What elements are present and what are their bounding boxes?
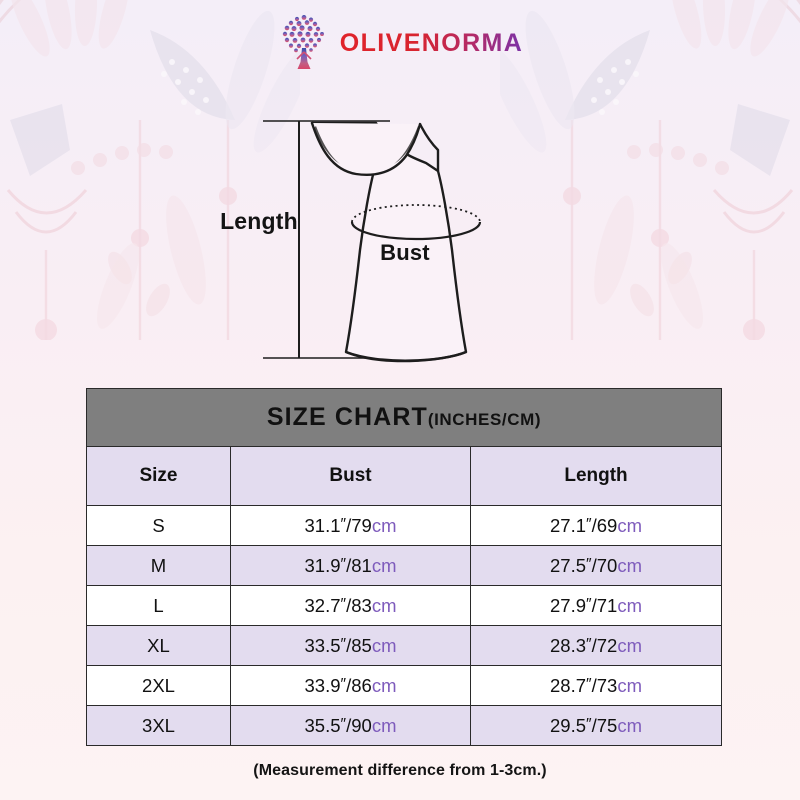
- size-chart-table: SIZE CHART(INCHES/CM) Size Bust Length S…: [85, 388, 723, 746]
- table-body: S 31.1″/79cm 27.1″/69cm M 31.9″/81cm 27.5″/70…: [86, 505, 723, 746]
- dreamcatcher-pattern-right-icon: [500, 0, 800, 340]
- column-header-bust: Bust: [230, 446, 471, 506]
- brand-name: OLIVENORMA: [339, 28, 524, 57]
- cell-size: S: [86, 505, 231, 546]
- cell-bust: 35.5″/90cm: [230, 705, 471, 746]
- table-row: 3XL 35.5″/90cm 29.5″/75cm: [86, 705, 723, 746]
- table-title-units: (INCHES/CM): [427, 410, 542, 429]
- cell-size: L: [86, 585, 231, 626]
- bust-measure-label: Bust: [380, 240, 430, 265]
- length-measure-label: Length: [220, 208, 298, 234]
- cell-length: 28.3″/72cm: [469, 625, 723, 666]
- tree-logo-icon: [282, 15, 324, 69]
- table-row: L 32.7″/83cm 27.9″/71cm: [86, 585, 723, 626]
- table-row: S 31.1″/79cm 27.1″/69cm: [86, 505, 723, 546]
- cell-size: 2XL: [86, 665, 231, 706]
- dreamcatcher-pattern-left-icon: [0, 0, 300, 340]
- garment-diagram: Length Bust: [180, 100, 540, 385]
- cell-bust: 31.9″/81cm: [230, 545, 471, 586]
- table-row: XL 33.5″/85cm 28.3″/72cm: [86, 625, 723, 666]
- table-row: M 31.9″/81cm 27.5″/70cm: [86, 545, 723, 586]
- cell-bust: 33.9″/86cm: [230, 665, 471, 706]
- table-title-cell: SIZE CHART(INCHES/CM): [85, 388, 723, 447]
- measurement-note: (Measurement difference from 1-3cm.): [253, 762, 547, 779]
- cell-bust: 33.5″/85cm: [230, 625, 471, 666]
- table-title-row: SIZE CHART(INCHES/CM): [85, 388, 723, 447]
- brand-logo: OLIVENORMA: [0, 14, 800, 72]
- bust-ellipse-icon: [350, 204, 482, 241]
- cell-size: 3XL: [86, 705, 231, 746]
- column-header-length: Length: [469, 446, 723, 506]
- cell-size: M: [86, 545, 231, 586]
- cell-length: 29.5″/75cm: [469, 705, 723, 746]
- column-header-size: Size: [86, 446, 231, 506]
- tank-top-outline-icon: [310, 121, 468, 363]
- cell-length: 27.5″/70cm: [469, 545, 723, 586]
- cell-length: 27.1″/69cm: [469, 505, 723, 546]
- table-header-row: Size Bust Length: [86, 446, 723, 506]
- table-row: 2XL 33.9″/86cm 28.7″/73cm: [86, 665, 723, 706]
- cell-bust: 32.7″/83cm: [230, 585, 471, 626]
- cell-size: XL: [86, 625, 231, 666]
- cell-length: 28.7″/73cm: [469, 665, 723, 706]
- cell-bust: 31.1″/79cm: [230, 505, 471, 546]
- cell-length: 27.9″/71cm: [469, 585, 723, 626]
- table-title-main: SIZE CHART: [266, 403, 428, 431]
